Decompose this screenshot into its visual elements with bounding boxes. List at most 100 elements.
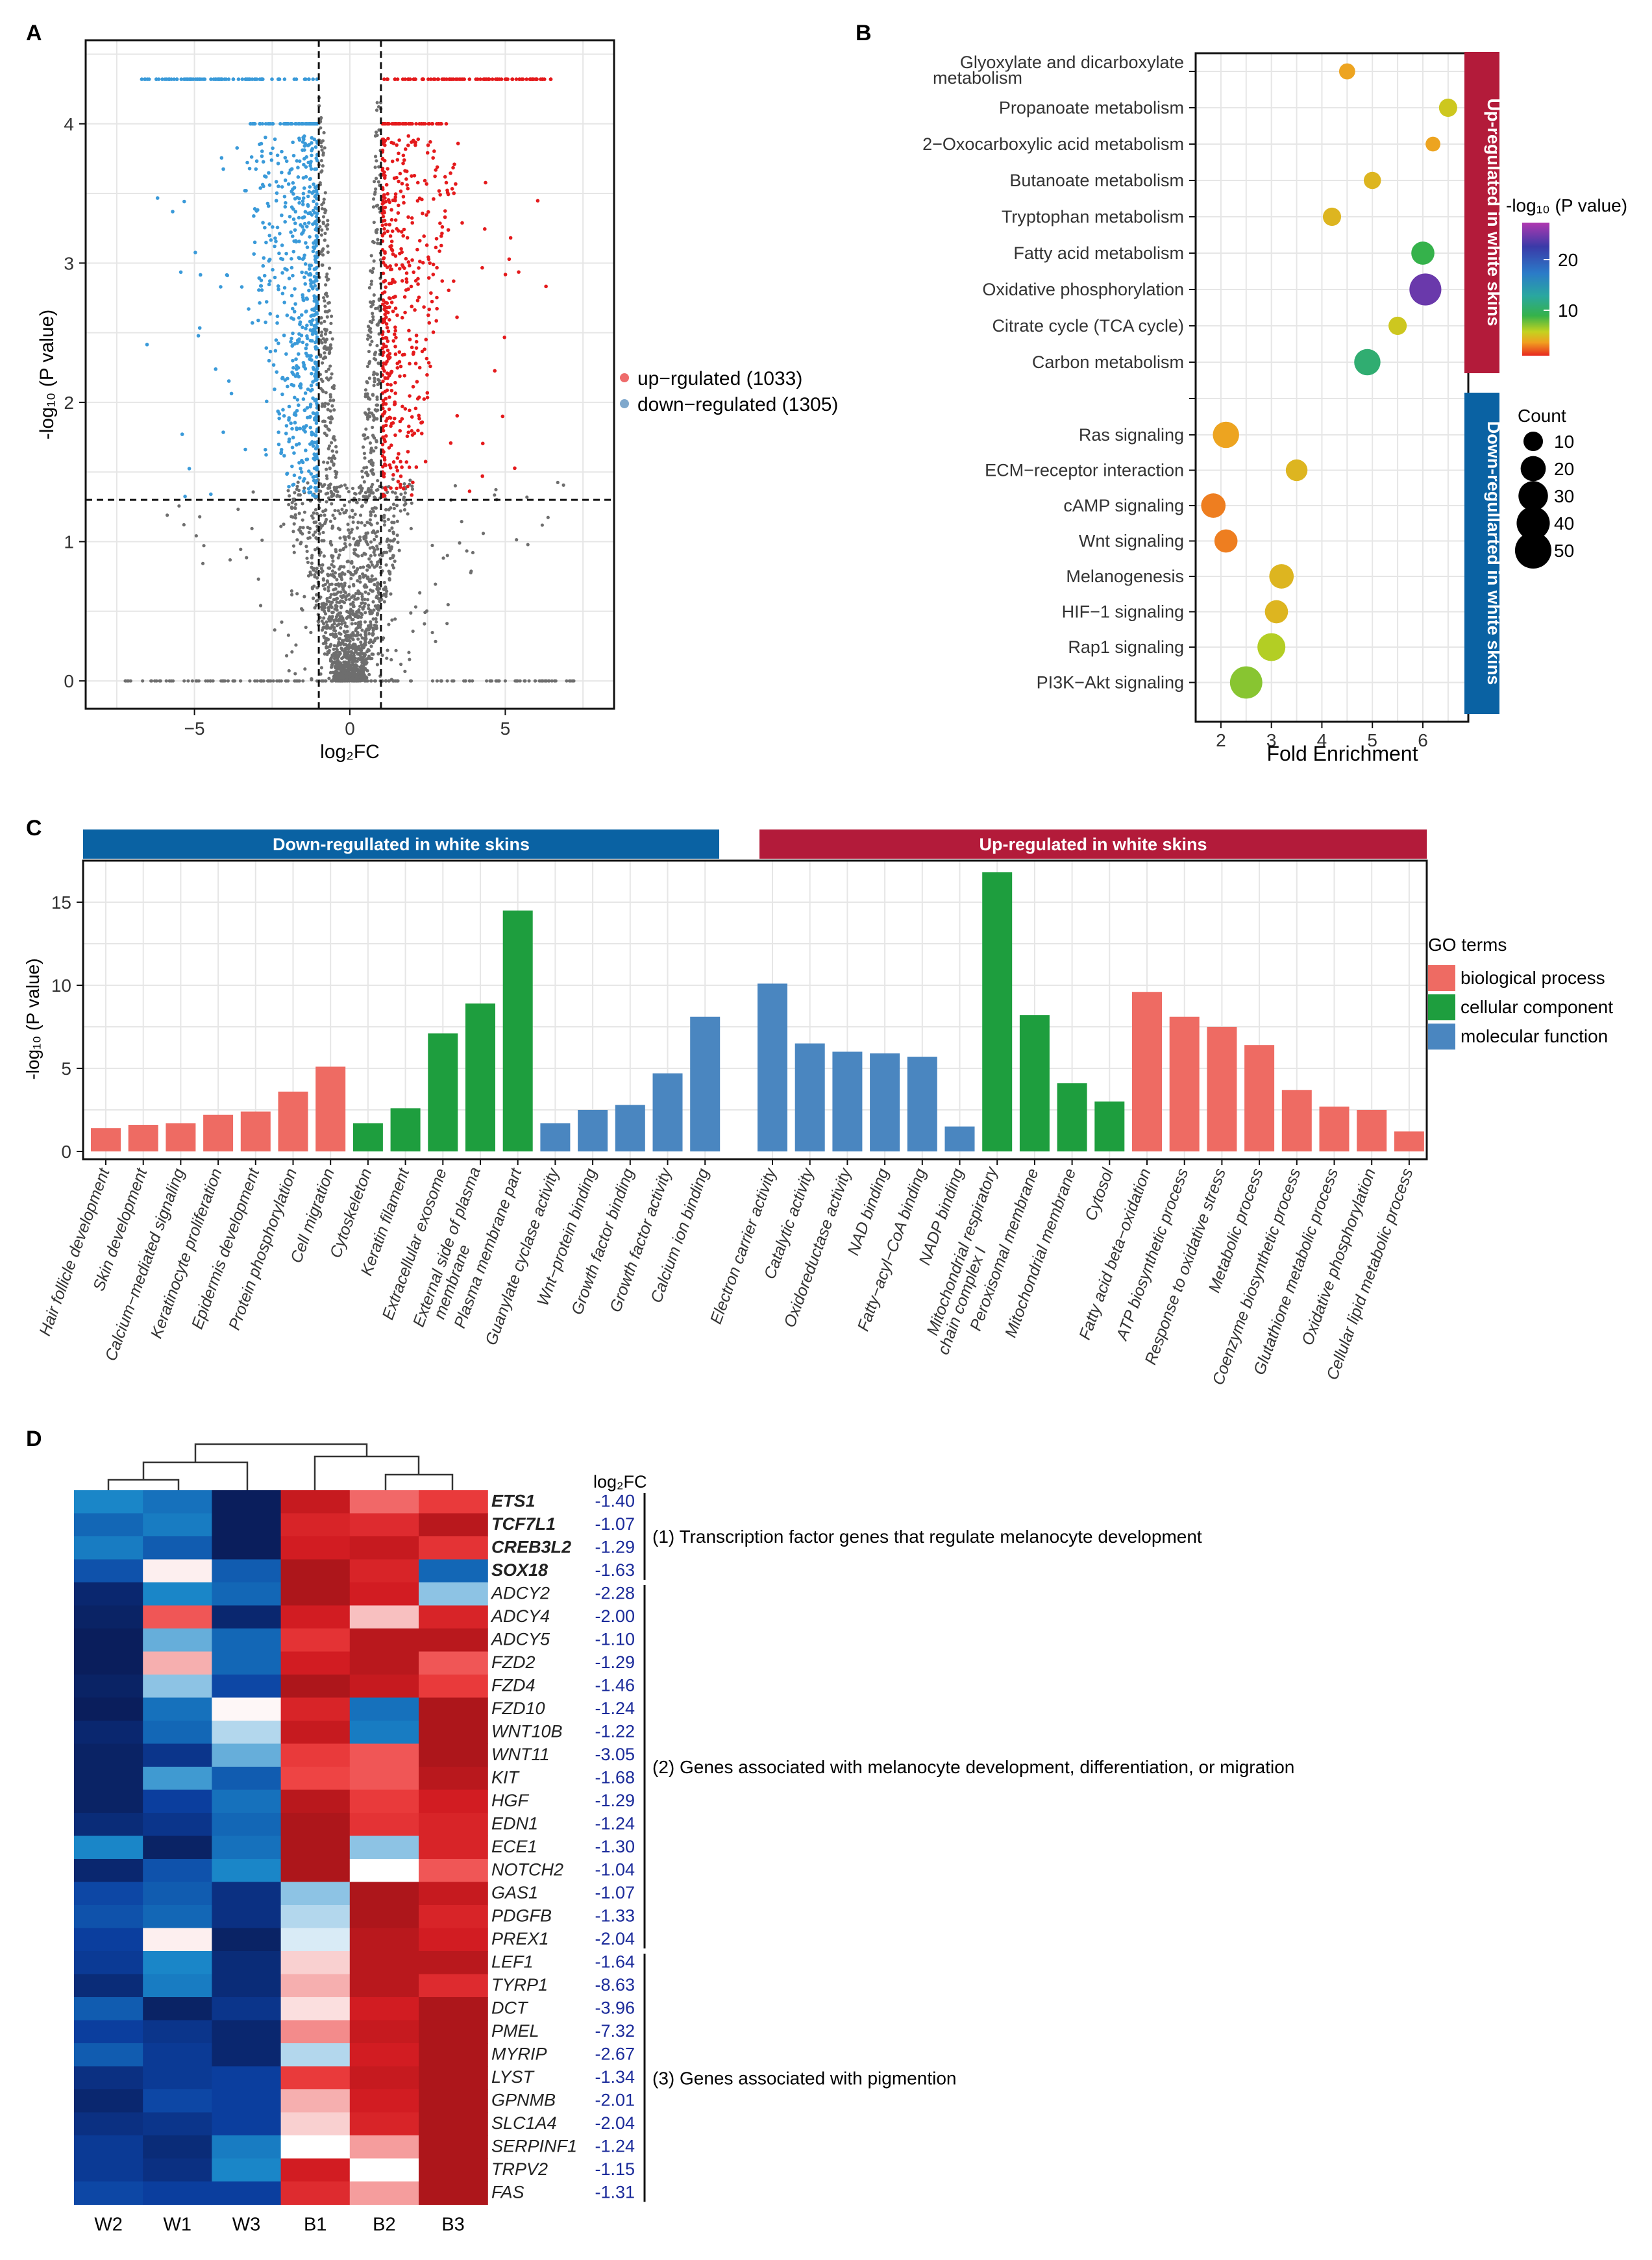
volcano-point-up <box>484 77 489 81</box>
volcano-point-up <box>401 234 405 238</box>
heatmap-cell <box>349 1559 419 1583</box>
heatmap-cell <box>212 1513 282 1537</box>
volcano-point-ns <box>547 679 551 683</box>
volcano-point-up <box>416 428 420 433</box>
volcano-point-ns <box>301 679 305 683</box>
volcano-point-ns <box>201 561 205 565</box>
volcano-point-up <box>383 205 388 210</box>
heatmap-cell <box>143 1836 212 1860</box>
volcano-point-ns <box>527 679 531 683</box>
volcano-point-up <box>435 265 439 270</box>
volcano-point-ns <box>343 660 348 664</box>
heatmap-gene-prex1: PREX1 <box>491 1929 549 1948</box>
heatmap-cell <box>419 2158 488 2182</box>
volcano-point-up <box>389 369 393 374</box>
volcano-point-ns <box>368 518 372 522</box>
volcano-point-ns <box>373 553 377 557</box>
volcano-point-up <box>425 213 428 217</box>
volcano-point-ns <box>341 547 345 550</box>
volcano-point-ns <box>353 670 357 674</box>
volcano-point-ns <box>372 550 376 554</box>
volcano-point-ns <box>375 626 379 630</box>
volcano-point-down <box>266 121 270 126</box>
size-legend-label: 10 <box>1554 432 1574 452</box>
heatmap-cell <box>212 2089 282 2113</box>
volcano-point-up <box>383 173 387 178</box>
volcano-point-up <box>383 486 388 490</box>
volcano-point-ns <box>408 679 413 683</box>
volcano-point-ns <box>223 679 227 683</box>
volcano-point-down <box>315 312 319 316</box>
kegg-bubble-rap1-signaling <box>1257 633 1286 661</box>
heatmap-cell <box>74 2135 143 2159</box>
volcano-point-down <box>314 145 318 149</box>
volcano-point-up <box>400 182 404 186</box>
volcano-point-up <box>388 305 391 310</box>
volcano-point-ns <box>367 641 371 645</box>
volcano-point-ns <box>352 551 356 555</box>
volcano-point-down <box>280 291 285 296</box>
volcano-point-up <box>460 221 464 225</box>
volcano-point-ns <box>357 498 361 502</box>
volcano-point-ns <box>345 656 349 660</box>
go-ytick-label: 5 <box>61 1059 71 1079</box>
volcano-point-ns <box>395 534 399 537</box>
volcano-point-up <box>384 322 389 326</box>
volcano-point-ns <box>376 608 381 612</box>
volcano-point-ns <box>369 645 373 648</box>
heatmap-cell <box>349 1789 419 1813</box>
volcano-point-ns <box>338 643 342 647</box>
volcano-point-ns <box>360 504 364 508</box>
heatmap-cell <box>349 2066 419 2090</box>
volcano-point-down <box>274 338 278 342</box>
volcano-point-ns <box>367 603 371 608</box>
heatmap-cell <box>349 2020 419 2044</box>
volcano-point-ns <box>328 345 332 350</box>
volcano-point-ns <box>318 225 322 228</box>
volcano-point-ns <box>326 408 330 411</box>
heatmap-cell <box>143 1974 212 1998</box>
volcano-point-ns <box>322 539 326 543</box>
volcano-point-up <box>456 141 460 145</box>
volcano-point-ns <box>324 631 328 635</box>
volcano-point-ns <box>330 665 334 669</box>
heatmap-cell <box>143 2066 212 2090</box>
heatmap-log2fc-value: -2.04 <box>595 2113 635 2133</box>
volcano-point-up <box>402 373 407 378</box>
volcano-point-ns <box>326 251 330 254</box>
heatmap-cell <box>212 1628 282 1652</box>
volcano-point-ns <box>328 541 332 545</box>
volcano-point-down <box>167 77 171 81</box>
volcano-point-ns <box>364 675 368 679</box>
volcano-point-down <box>279 447 284 452</box>
volcano-point-up <box>428 77 433 81</box>
volcano-point-down <box>262 273 267 278</box>
volcano-point-up <box>401 153 406 158</box>
volcano-point-ns <box>445 622 449 626</box>
volcano-point-ns <box>158 679 162 683</box>
heatmap-cell <box>349 1997 419 2021</box>
volcano-point-ns <box>369 622 373 626</box>
volcano-point-down <box>259 141 264 146</box>
volcano-point-down <box>260 154 264 158</box>
volcano-point-up <box>410 258 414 262</box>
heatmap-cell <box>419 1789 488 1813</box>
volcano-point-down <box>277 251 281 256</box>
volcano-point-ns <box>327 301 331 305</box>
volcano-point-up <box>415 397 420 401</box>
volcano-point-up <box>434 236 439 241</box>
heatmap-cell <box>280 1721 351 1745</box>
kegg-bubble-tryptophan-metabolism <box>1322 207 1342 227</box>
volcano-point-ns <box>271 679 275 683</box>
volcano-point-up <box>385 388 389 393</box>
volcano-point-down <box>250 321 254 325</box>
volcano-point-down <box>259 278 264 282</box>
volcano-point-up <box>446 228 450 232</box>
volcano-point-ns <box>342 630 346 633</box>
volcano-point-ns <box>485 679 489 683</box>
volcano-point-ns <box>342 535 346 539</box>
volcano-point-ns <box>345 486 349 490</box>
volcano-point-down <box>292 77 297 81</box>
volcano-point-ns <box>330 611 334 615</box>
